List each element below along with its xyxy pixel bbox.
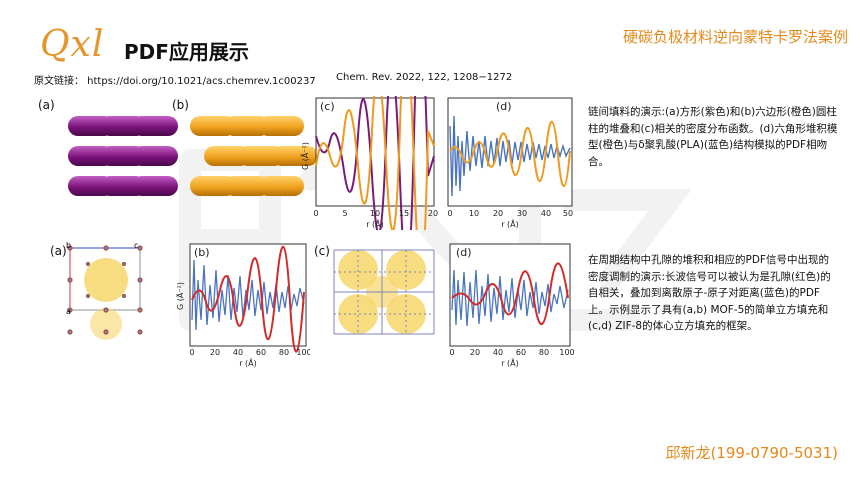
description-top: 链间填料的演示:(a)方形(紫色)和(b)六边形(橙色)圆柱柱的堆叠和(c)相关…: [588, 106, 838, 168]
label-top-a: (a): [38, 98, 55, 112]
svg-text:r (Å): r (Å): [501, 357, 519, 368]
svg-text:r (Å): r (Å): [239, 357, 257, 368]
svg-text:100: 100: [296, 348, 310, 357]
contact-info: 邱新龙(199-0790-5031): [665, 444, 838, 462]
company-logo: Qxl: [40, 24, 105, 65]
svg-text:30: 30: [517, 209, 527, 218]
label-top-b: (b): [172, 98, 189, 112]
chart-bottom-d: (d) 0 20 40 60 80 100 r (Å): [449, 243, 574, 368]
svg-text:40: 40: [233, 348, 243, 357]
svg-text:60: 60: [256, 348, 266, 357]
series-orange: [315, 96, 435, 230]
series-orange-d: [449, 120, 571, 187]
series-blue-d: [451, 269, 569, 327]
topic-title: 硬碳负极材料逆向蒙特卡罗法案例: [622, 28, 848, 46]
svg-text:10: 10: [469, 209, 479, 218]
svg-text:r (Å): r (Å): [366, 218, 384, 229]
svg-text:40: 40: [541, 209, 551, 218]
svg-text:0: 0: [449, 348, 454, 357]
reference-journal: Chem. Rev. 2022, 122, 1208−1272: [336, 72, 513, 83]
svg-text:a: a: [66, 307, 71, 316]
label-bottom-a: (a): [50, 244, 67, 258]
svg-text:20: 20: [493, 209, 503, 218]
chart-top-c: (c) 0 5 10 15 20 r (Å) G (Å⁻²): [300, 96, 438, 230]
series-red-d: [451, 262, 569, 325]
svg-text:0: 0: [447, 209, 452, 218]
label-bottom-b: (b): [194, 246, 210, 259]
label-top-c: (c): [320, 100, 335, 113]
label-bottom-c: (c): [314, 244, 330, 258]
series-red-b: [191, 246, 305, 353]
page-title: PDF应用展示: [124, 40, 249, 64]
chart-bottom-b: (b) 0 20 40 60 80 100 r (Å) G (Å⁻²): [176, 243, 310, 368]
description-bottom: 在周期结构中孔隙的堆积和相应的PDF信号中出现的密度调制的演示:长波信号可以被认…: [588, 254, 831, 332]
svg-text:80: 80: [279, 348, 289, 357]
svg-text:20: 20: [428, 209, 438, 218]
svg-text:100: 100: [559, 348, 574, 357]
svg-text:r (Å): r (Å): [501, 218, 519, 229]
square-packing-figure: [68, 112, 178, 202]
svg-text:G (Å⁻²): G (Å⁻²): [176, 282, 185, 310]
mof5-structure-figure: b c a: [66, 242, 143, 340]
label-top-d: (d): [496, 100, 512, 113]
hexagonal-packing-figure: [180, 112, 318, 207]
svg-text:80: 80: [539, 348, 549, 357]
chart-top-d: (d) 0 10 20 30 40 50 r (Å): [447, 97, 573, 229]
label-bottom-d: (d): [456, 246, 472, 259]
svg-text:20: 20: [210, 348, 220, 357]
svg-text:c: c: [134, 242, 138, 250]
svg-text:60: 60: [516, 348, 526, 357]
svg-text:40: 40: [493, 348, 503, 357]
svg-text:b: b: [66, 242, 71, 250]
svg-text:50: 50: [563, 209, 573, 218]
svg-text:15: 15: [399, 209, 409, 218]
svg-text:20: 20: [470, 348, 480, 357]
svg-text:5: 5: [342, 209, 347, 218]
reference-link[interactable]: 原文链接： https://doi.org/10.1021/acs.chemre…: [34, 76, 316, 87]
svg-text:0: 0: [313, 209, 318, 218]
svg-text:G (Å⁻²): G (Å⁻²): [300, 142, 310, 170]
series-blue-b: [191, 259, 305, 331]
svg-text:0: 0: [189, 348, 194, 357]
zif8-structure-figure: [333, 249, 435, 335]
series-blue: [449, 115, 571, 197]
svg-text:10: 10: [370, 209, 380, 218]
